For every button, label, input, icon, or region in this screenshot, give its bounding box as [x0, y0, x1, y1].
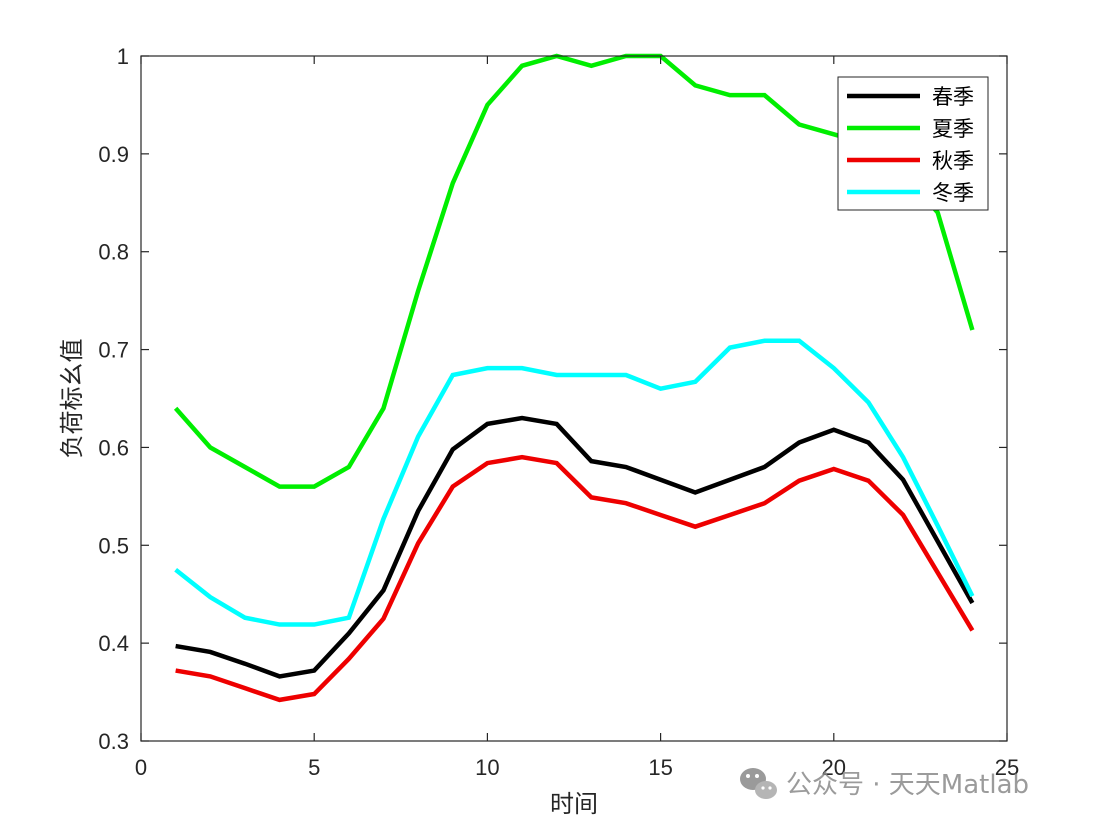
- legend-label: 夏季: [932, 117, 974, 141]
- y-tick-label: 0.5: [98, 533, 129, 558]
- legend-label: 冬季: [932, 181, 974, 205]
- legend-label: 秋季: [932, 149, 974, 173]
- x-tick-label: 20: [822, 755, 846, 780]
- legend-label: 春季: [932, 85, 974, 109]
- y-axis-label: 负荷标幺值: [58, 339, 86, 459]
- y-tick-label: 0.9: [98, 142, 129, 167]
- y-tick-label: 0.4: [98, 631, 129, 656]
- watermark-text: 公众号 · 天天Matlab: [786, 770, 1029, 800]
- x-tick-label: 10: [475, 755, 499, 780]
- x-tick-label: 0: [135, 755, 147, 780]
- legend-box: [837, 76, 989, 211]
- ticks-layer: 0 5 10 15 20 25 0.3 0.4 0.5 0.6 0.7 0.8 0.9 1: [98, 44, 1019, 780]
- y-tick-label: 1: [117, 44, 129, 69]
- x-axis-label: 时间: [550, 790, 598, 818]
- x-tick-label: 25: [995, 755, 1019, 780]
- y-tick-label: 0.3: [98, 729, 129, 754]
- series-line: [175, 415, 975, 679]
- axes-box: [140, 55, 1008, 742]
- watermark: 公众号 · 天天Matlab: [740, 768, 1029, 800]
- series-line: [174, 338, 975, 627]
- wechat-icon: [740, 768, 777, 799]
- x-tick-label: 5: [308, 755, 320, 780]
- y-tick-label: 0.7: [98, 338, 129, 363]
- series-line: [175, 454, 975, 703]
- x-tick-label: 15: [648, 755, 672, 780]
- y-tick-label: 0.6: [98, 435, 129, 460]
- y-tick-label: 0.8: [98, 240, 129, 265]
